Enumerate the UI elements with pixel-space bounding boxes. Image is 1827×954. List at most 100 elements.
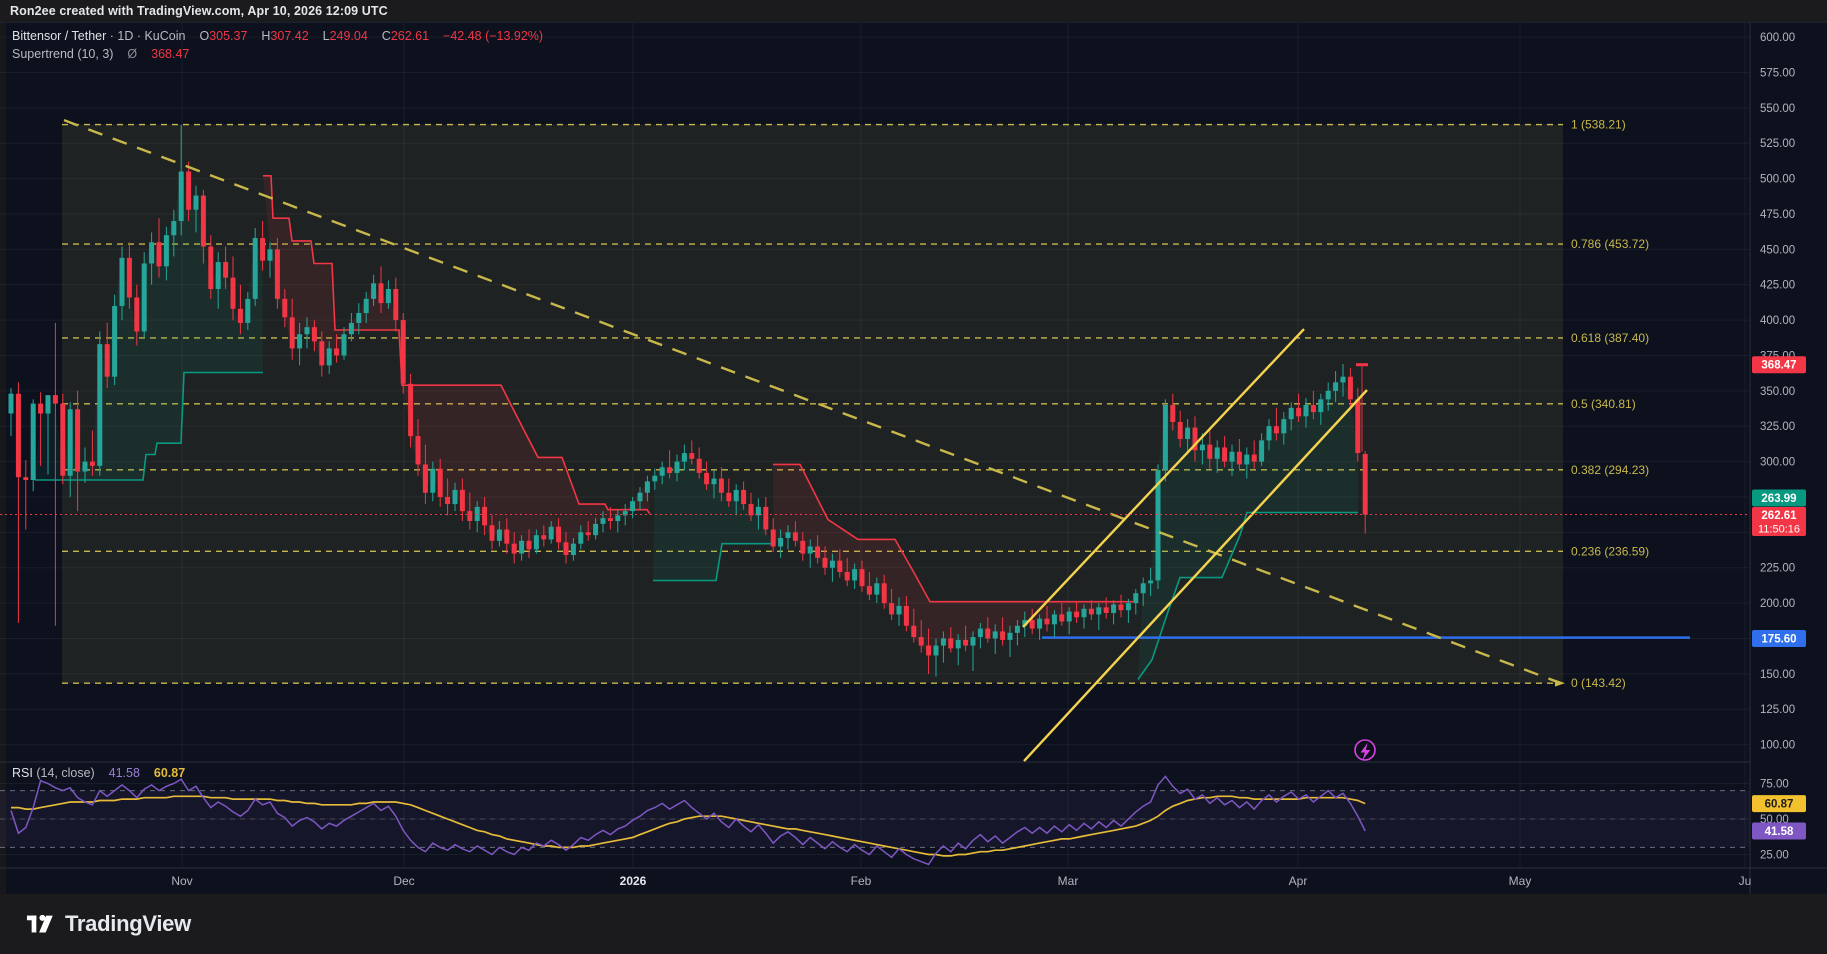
trendlines[interactable] — [63, 119, 1561, 762]
candle — [563, 532, 569, 564]
candle — [992, 624, 998, 655]
candle — [378, 266, 384, 314]
candle — [282, 288, 288, 328]
candle — [1214, 440, 1220, 473]
candle — [948, 627, 954, 653]
pane-separators[interactable] — [0, 21, 1827, 894]
supertrend-marker: Ø — [127, 47, 138, 61]
candle — [1148, 567, 1154, 597]
candle — [141, 252, 147, 338]
candle — [548, 521, 554, 544]
fib-level-label: 0 (143.42) — [1571, 676, 1626, 690]
rsi-line — [10, 775, 1366, 866]
candle — [467, 492, 473, 530]
candle — [578, 525, 584, 550]
candle — [245, 291, 251, 331]
candle — [1118, 594, 1124, 618]
tradingview-logo-icon — [26, 914, 53, 933]
candle — [163, 226, 169, 281]
supertrend-name[interactable]: Supertrend (10, 3) — [12, 47, 114, 61]
ascending-trendline-1[interactable] — [1022, 328, 1305, 628]
candle — [237, 284, 243, 335]
candle — [741, 481, 747, 510]
candle — [356, 303, 362, 335]
rsi-legend[interactable]: RSI (14, close) 41.58 60.87 — [12, 764, 185, 782]
price-axis-label: 600.00 — [1760, 32, 1795, 44]
candle — [200, 189, 206, 264]
candle — [1037, 614, 1043, 640]
candle — [260, 221, 266, 271]
ascending-trendline-2[interactable] — [1023, 389, 1368, 762]
candle — [371, 274, 377, 306]
candle — [874, 577, 880, 604]
candle — [1074, 601, 1080, 623]
downtrend-dashed-line[interactable] — [63, 119, 1561, 685]
price-axis-label: 575.00 — [1760, 67, 1795, 79]
lightning-marker[interactable] — [1354, 739, 1376, 761]
candle — [1066, 607, 1072, 635]
candle — [667, 450, 673, 479]
candle — [792, 521, 798, 547]
rsi-pane — [0, 775, 1750, 866]
supertrend-fill — [773, 464, 1133, 656]
candle — [459, 478, 465, 522]
candle — [408, 373, 414, 448]
candle — [903, 596, 909, 632]
candle — [1029, 608, 1035, 635]
candle — [726, 478, 732, 507]
rsi-value: 41.58 — [108, 766, 140, 780]
price-axis-label: 125.00 — [1760, 704, 1795, 716]
candle — [230, 256, 236, 321]
candle — [334, 334, 340, 363]
candle — [489, 515, 495, 550]
price-axis-label: 225.00 — [1760, 563, 1795, 575]
supertrend-legend-row[interactable]: Supertrend (10, 3) Ø 368.47 — [12, 45, 543, 63]
price-axis-label: 450.00 — [1760, 244, 1795, 256]
candle — [689, 440, 695, 465]
fib-level-label: 0.236 (236.59) — [1571, 544, 1649, 558]
candle — [970, 631, 976, 672]
candle — [644, 475, 650, 502]
candle — [422, 444, 428, 505]
candle — [1362, 451, 1368, 534]
candle — [348, 313, 354, 342]
watermark-text: Ron2ee created with TradingView.com, Apr… — [10, 4, 388, 18]
symbol-name[interactable]: Bittensor / Tether — [12, 29, 107, 43]
fib-level-label: 0.786 (453.72) — [1571, 237, 1649, 251]
candle — [866, 571, 872, 601]
candle — [38, 392, 44, 466]
svg-text:41.58: 41.58 — [1765, 826, 1794, 838]
candle — [223, 246, 229, 289]
rsi-axis-label: 75.00 — [1760, 779, 1789, 791]
candle — [1125, 598, 1131, 623]
candle — [400, 313, 406, 394]
supertrend-fill — [1138, 376, 1358, 680]
symbol-legend[interactable]: Bittensor / Tether · 1D · KuCoin O305.37… — [12, 27, 543, 63]
candle — [1325, 382, 1331, 411]
candle — [652, 468, 658, 490]
candle — [341, 327, 347, 360]
candle — [415, 419, 421, 476]
candle — [297, 322, 303, 366]
supertrend-indicator — [35, 171, 1358, 680]
time-axis-label: 2026 — [620, 874, 647, 888]
ohlc-high-label: H — [261, 29, 271, 43]
candle — [681, 444, 687, 471]
candle — [1088, 600, 1094, 621]
candle — [748, 492, 754, 522]
rsi-name[interactable]: RSI — [12, 766, 33, 780]
candle — [977, 622, 983, 649]
candle — [267, 242, 273, 278]
candle — [67, 402, 73, 497]
time-axis[interactable]: Nov Dec 2026 Feb Mar Apr May Ju — [171, 874, 1751, 888]
tradingview-logo[interactable]: TradingView — [26, 909, 191, 939]
candle — [593, 518, 599, 540]
supertrend-fill — [263, 175, 650, 556]
candle — [1140, 577, 1146, 606]
fib-retracement-levels[interactable]: 1 (538.21) 0.786 (453.72) 0.618 (387.40) 0.… — [62, 118, 1649, 691]
candle — [304, 317, 310, 349]
time-axis-label: Nov — [171, 874, 192, 888]
fib-level-label: 0.618 (387.40) — [1571, 331, 1649, 345]
candle — [1185, 419, 1191, 455]
